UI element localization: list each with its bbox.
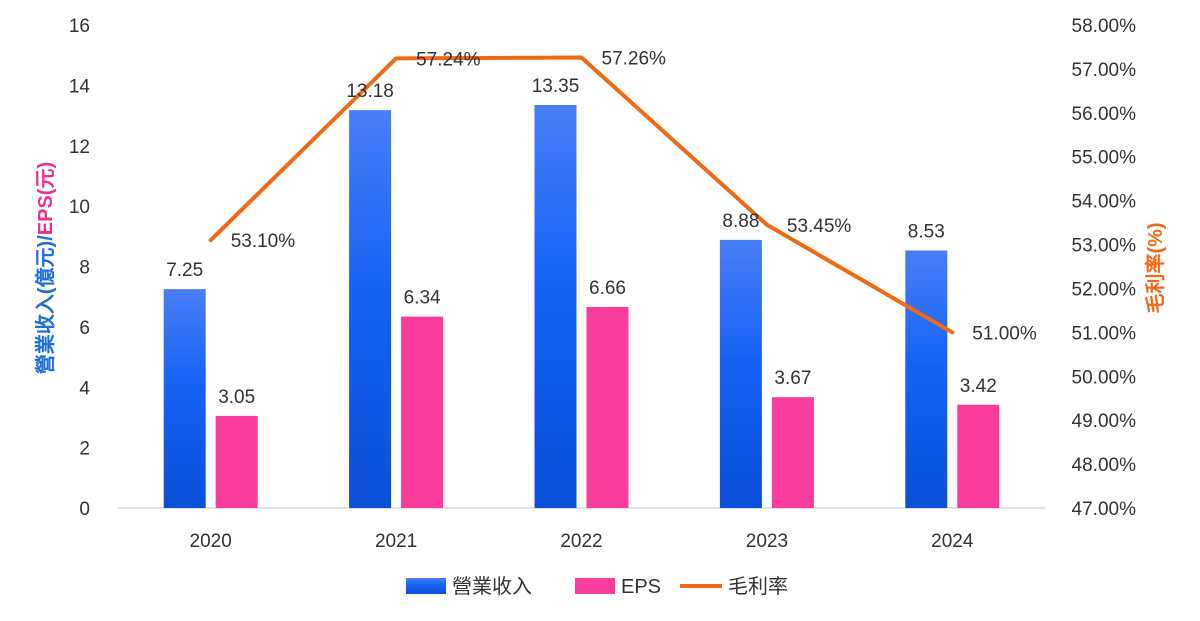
legend-eps-label: EPS (621, 576, 661, 598)
revenue-data-label: 13.18 (346, 81, 394, 102)
revenue-data-label: 7.25 (166, 260, 203, 281)
margin-line (208, 55, 955, 335)
x-tick-label: 2023 (746, 531, 788, 552)
eps-bar (401, 316, 444, 508)
right-tick-label: 47.00% (1072, 499, 1137, 520)
x-tick-label: 2021 (375, 531, 417, 552)
eps-data-label: 6.34 (404, 288, 441, 309)
revenue-data-label: 13.35 (532, 76, 580, 97)
left-tick-label: 2 (79, 439, 90, 460)
left-tick-label: 10 (69, 197, 90, 218)
margin-data-label: 57.24% (416, 49, 481, 70)
right-tick-label: 52.00% (1072, 279, 1137, 300)
legend-margin-label: 毛利率 (728, 575, 788, 598)
left-tick-label: 4 (79, 378, 90, 399)
legend-revenue-swatch (406, 578, 446, 594)
revenue-bar (163, 289, 206, 508)
legend: 營業收入 EPS 毛利率 (406, 575, 788, 598)
right-tick-label: 50.00% (1072, 367, 1137, 388)
eps-bars (215, 306, 1000, 508)
eps-bar (215, 415, 258, 508)
legend-eps-swatch (575, 578, 615, 594)
revenue-data-label: 8.53 (908, 222, 945, 243)
margin-data-label: 53.45% (787, 216, 852, 237)
eps-bar (586, 306, 629, 508)
eps-data-label: 3.42 (960, 376, 997, 397)
right-tick-label: 57.00% (1072, 60, 1137, 81)
right-tick-label: 49.00% (1072, 411, 1137, 432)
left-axis-ticks: 0 2 4 6 8 10 12 14 16 (69, 16, 91, 520)
margin-data-label: 57.26% (602, 48, 667, 69)
revenue-bar (905, 250, 948, 509)
x-axis-ticks: 2020 2021 2022 2023 2024 (190, 531, 974, 552)
right-tick-label: 51.00% (1072, 323, 1137, 344)
eps-bar (957, 404, 1000, 508)
right-tick-label: 53.00% (1072, 236, 1137, 257)
left-tick-label: 16 (69, 16, 90, 37)
left-axis-title: 營業收入(億元)/EPS(元) (33, 162, 57, 374)
revenue-bar (719, 239, 762, 508)
eps-bar (771, 397, 814, 508)
right-axis-title: 毛利率(%) (1143, 222, 1167, 313)
right-tick-label: 58.00% (1072, 16, 1137, 37)
x-tick-label: 2020 (190, 531, 232, 552)
margin-data-label: 53.10% (231, 231, 296, 252)
revenue-bar (349, 110, 392, 508)
x-tick-label: 2022 (560, 531, 602, 552)
right-tick-label: 55.00% (1072, 148, 1137, 169)
left-axis-title-part: EPS(元) (35, 162, 57, 235)
margin-line-group (208, 55, 955, 335)
left-tick-label: 12 (69, 137, 90, 158)
right-tick-label: 48.00% (1072, 455, 1137, 476)
right-tick-label: 56.00% (1072, 104, 1137, 125)
data-labels: 7.25 3.05 13.18 6.34 13.35 6.66 8.88 3.67 8.53 3.… (166, 48, 1037, 407)
eps-data-label: 3.05 (218, 387, 255, 408)
left-tick-label: 0 (79, 499, 90, 520)
left-axis-title-part: 營業收入(億元) (33, 241, 57, 374)
revenue-bar (534, 104, 577, 508)
legend-revenue-label: 營業收入 (452, 575, 532, 598)
revenue-bars (163, 104, 948, 509)
plot-area: 0 2 4 6 8 10 12 14 16 47.00% 48.00% 49.00% 50.00% 51… (69, 16, 1136, 552)
eps-data-label: 3.67 (774, 368, 811, 389)
left-tick-label: 14 (69, 76, 91, 97)
x-tick-label: 2024 (931, 531, 974, 552)
left-axis-title-part: / (35, 235, 57, 241)
eps-data-label: 6.66 (589, 278, 626, 299)
right-axis-ticks: 47.00% 48.00% 49.00% 50.00% 51.00% 52.00% 53.0… (1072, 16, 1137, 520)
revenue-data-label: 8.88 (722, 211, 759, 232)
margin-data-label: 51.00% (972, 323, 1037, 344)
left-tick-label: 8 (79, 258, 90, 279)
right-tick-label: 54.00% (1072, 192, 1137, 213)
left-tick-label: 6 (79, 318, 90, 339)
